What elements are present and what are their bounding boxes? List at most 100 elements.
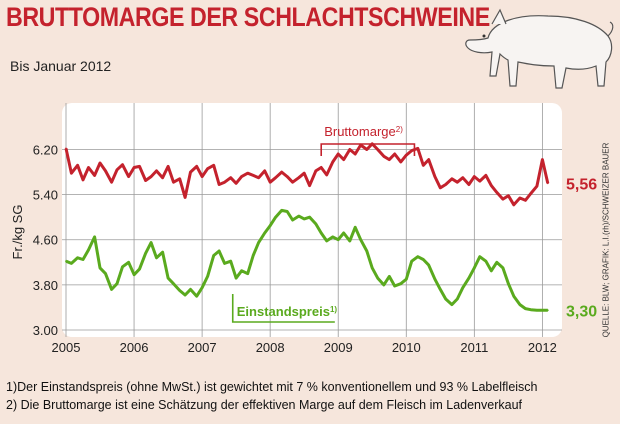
data-point-einstandspreis: [93, 236, 96, 238]
footnote-marker-bruttomarge: 2): [396, 125, 403, 134]
data-point-bruttomarge: [507, 194, 510, 197]
label-bracket-bruttomarge: [320, 143, 416, 156]
data-point-einstandspreis: [434, 278, 436, 281]
data-point-einstandspreis: [546, 309, 549, 312]
data-point-bruttomarge: [342, 158, 345, 161]
data-point-bruttomarge: [195, 165, 198, 168]
series-line-bruttomarge: [64, 142, 550, 207]
data-point-einstandspreis: [399, 282, 402, 285]
data-point-einstandspreis: [104, 272, 107, 275]
data-point-bruttomarge: [104, 170, 107, 172]
data-point-einstandspreis: [178, 289, 181, 292]
data-point-bruttomarge: [70, 172, 73, 175]
data-point-bruttomarge: [257, 176, 260, 179]
data-point-einstandspreis: [439, 288, 442, 291]
data-point-bruttomarge: [189, 171, 192, 174]
data-point-einstandspreis: [427, 264, 430, 266]
data-point-bruttomarge: [325, 174, 328, 176]
data-point-einstandspreis: [320, 232, 323, 234]
data-point-einstandspreis: [502, 267, 504, 269]
data-point-einstandspreis: [189, 288, 192, 291]
data-point-einstandspreis: [116, 282, 118, 285]
data-point-einstandspreis: [235, 277, 238, 279]
data-point-einstandspreis: [325, 240, 328, 242]
data-point-einstandspreis: [354, 226, 357, 229]
data-point-bruttomarge: [536, 185, 538, 188]
y-axis-label: Fr./kg SG: [10, 205, 25, 260]
data-point-einstandspreis: [490, 269, 493, 272]
data-point-einstandspreis: [263, 232, 266, 234]
data-point-einstandspreis: [331, 236, 334, 238]
data-point-bruttomarge: [138, 165, 141, 168]
data-point-einstandspreis: [201, 286, 204, 289]
data-point-bruttomarge: [65, 147, 67, 150]
data-point-einstandspreis: [223, 262, 226, 265]
data-point-einstandspreis: [416, 255, 419, 258]
data-point-bruttomarge: [133, 166, 136, 169]
data-point-bruttomarge: [444, 183, 447, 186]
data-point-einstandspreis: [155, 256, 158, 259]
data-point-einstandspreis: [337, 238, 340, 241]
data-point-einstandspreis: [82, 258, 84, 261]
data-point-bruttomarge: [405, 154, 408, 157]
data-point-bruttomarge: [127, 175, 130, 178]
data-point-bruttomarge: [382, 155, 385, 158]
data-point-einstandspreis: [541, 309, 544, 312]
data-point-einstandspreis: [524, 307, 527, 310]
footnote-2: 2) Die Bruttomarge ist eine Schätzung de…: [6, 398, 523, 412]
data-point-bruttomarge: [478, 180, 481, 183]
data-point-einstandspreis: [451, 303, 453, 306]
data-point-bruttomarge: [495, 191, 498, 194]
data-point-einstandspreis: [195, 295, 198, 298]
data-point-einstandspreis: [252, 254, 255, 257]
data-point-bruttomarge: [206, 167, 209, 170]
data-point-bruttomarge: [524, 199, 527, 202]
data-point-bruttomarge: [473, 175, 476, 178]
data-point-bruttomarge: [274, 176, 277, 179]
data-point-bruttomarge: [439, 186, 442, 189]
data-point-bruttomarge: [116, 168, 118, 171]
data-point-bruttomarge: [546, 182, 549, 185]
data-point-bruttomarge: [541, 158, 544, 161]
data-point-einstandspreis: [371, 267, 374, 269]
footnote-1: 1)Der Einstandspreis (ohne MwSt.) ist ge…: [6, 380, 538, 394]
data-point-einstandspreis: [382, 284, 385, 286]
data-point-einstandspreis: [297, 215, 300, 218]
data-point-bruttomarge: [161, 176, 164, 179]
x-tick-label: 2009: [324, 340, 353, 355]
data-point-einstandspreis: [218, 250, 221, 252]
data-point-bruttomarge: [286, 175, 289, 178]
data-point-einstandspreis: [468, 277, 470, 279]
data-point-einstandspreis: [405, 278, 408, 281]
data-point-bruttomarge: [246, 172, 249, 175]
label-bracket-einstandspreis: [231, 294, 335, 323]
data-point-einstandspreis: [314, 223, 317, 225]
data-point-bruttomarge: [331, 161, 334, 163]
data-point-einstandspreis: [536, 309, 538, 312]
data-point-einstandspreis: [121, 265, 124, 268]
data-point-bruttomarge: [212, 164, 215, 167]
data-point-einstandspreis: [172, 282, 175, 285]
footnotes: 1)Der Einstandspreis (ohne MwSt.) ist ge…: [6, 378, 538, 414]
x-tick-label: 2006: [120, 340, 149, 355]
data-point-bruttomarge: [155, 170, 158, 172]
data-point-einstandspreis: [376, 277, 379, 279]
data-point-einstandspreis: [422, 258, 425, 261]
data-point-einstandspreis: [144, 252, 147, 255]
data-point-bruttomarge: [320, 166, 323, 169]
data-point-bruttomarge: [144, 179, 147, 182]
data-point-bruttomarge: [172, 181, 175, 184]
series-label-einstandspreis: Einstandspreis1): [237, 304, 338, 319]
data-point-einstandspreis: [212, 254, 215, 257]
data-point-bruttomarge: [303, 172, 306, 175]
data-point-einstandspreis: [291, 219, 294, 221]
data-point-bruttomarge: [218, 183, 221, 186]
data-point-einstandspreis: [127, 261, 130, 264]
x-tick-label: 2008: [256, 340, 285, 355]
data-point-einstandspreis: [519, 303, 521, 306]
data-point-bruttomarge: [365, 148, 368, 151]
data-point-einstandspreis: [461, 286, 464, 289]
data-point-bruttomarge: [93, 174, 96, 177]
data-point-bruttomarge: [184, 196, 187, 199]
data-point-bruttomarge: [512, 203, 515, 206]
